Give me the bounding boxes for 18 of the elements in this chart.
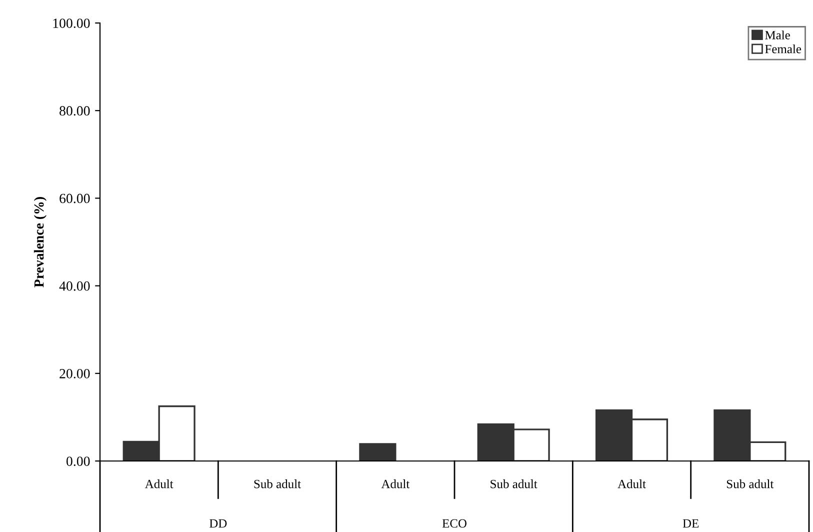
y-tick-label: 20.00 xyxy=(60,368,90,378)
x-tick-label: Sub adult xyxy=(726,479,774,488)
x-tick-label: Sub adult xyxy=(254,479,301,488)
y-tick-label: 80.00 xyxy=(60,106,90,116)
legend-label: Female xyxy=(765,44,802,54)
x-tick-label: Sub adult xyxy=(490,479,538,488)
text: DD xyxy=(210,519,227,528)
x-tick-label: Adult xyxy=(618,479,646,488)
x-tick-label: Adult xyxy=(381,479,410,488)
y-tick-label: 60.00 xyxy=(60,194,90,204)
y-tick-label: 40.00 xyxy=(59,281,90,291)
legend-label: Male xyxy=(765,30,790,40)
y-tick-label: 100.00 xyxy=(53,18,90,28)
y-tick-label: 0.00 xyxy=(66,456,90,466)
y-axis-title: Prevalence (%) xyxy=(34,197,47,288)
x-tick-label: Adult xyxy=(144,479,174,488)
text: ECO xyxy=(442,519,466,528)
text: DE xyxy=(682,519,699,528)
